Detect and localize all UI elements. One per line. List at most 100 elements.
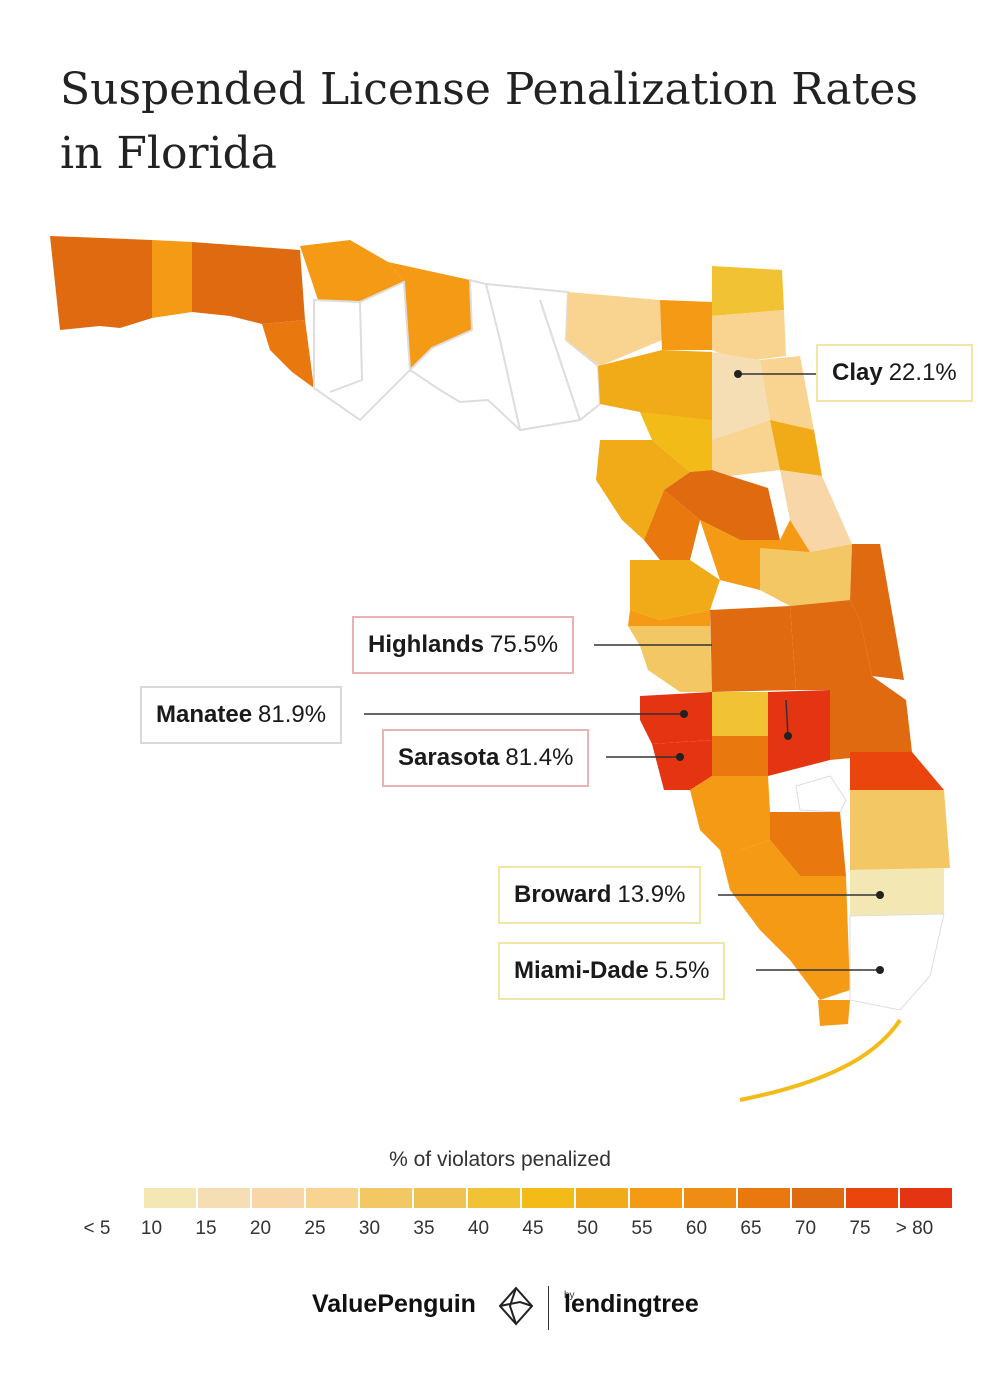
legend-tick-label: 65 — [740, 1218, 762, 1239]
county-bay — [262, 320, 314, 388]
legend-tick-label: 25 — [304, 1218, 326, 1239]
legend-swatch — [900, 1188, 952, 1208]
legend-tick-label: 45 — [522, 1218, 544, 1239]
legend-swatch — [414, 1188, 466, 1208]
legend-tick-label: 50 — [576, 1218, 599, 1239]
brand-separator — [548, 1286, 549, 1330]
legend-tick-label: 10 — [140, 1218, 163, 1239]
legend-swatch — [792, 1188, 844, 1208]
callout-value: 81.9% — [258, 701, 327, 728]
county-pinellas-hillsborough — [628, 626, 712, 692]
county-seminole — [760, 544, 852, 606]
legend-swatch — [468, 1188, 520, 1208]
callout-value: 5.5% — [654, 957, 710, 984]
county-gilchrist-levy — [596, 440, 690, 540]
county-charlotte-lee — [690, 776, 770, 850]
brand-valuepenguin: ValuePenguin — [312, 1290, 476, 1318]
callout-county: Manatee — [156, 701, 253, 728]
county-brevard — [850, 544, 904, 680]
callout-leaders — [364, 370, 884, 974]
callout-county: Miami-Dade — [514, 957, 649, 984]
county-duval — [712, 310, 786, 362]
county-alachua — [640, 412, 712, 472]
county-lake — [700, 520, 810, 590]
county-baker — [660, 300, 712, 350]
legend-tick-label: < 5 — [83, 1218, 111, 1239]
brand-lendingtree: lendingtree — [564, 1290, 699, 1318]
legend-swatch — [846, 1188, 898, 1208]
callout-county: Sarasota — [398, 744, 500, 771]
legend-tick-label: 30 — [358, 1218, 381, 1239]
callout-manatee: Manatee 81.9% — [140, 686, 343, 744]
county-osceola — [790, 600, 872, 690]
legend-tick-label: 55 — [631, 1218, 653, 1239]
county-okaloosa — [192, 242, 305, 324]
map-title: Suspended License Penalization Rates in … — [60, 64, 918, 179]
florida-county-map — [50, 236, 950, 1102]
county-highlands — [768, 690, 830, 776]
callout-value: 81.4% — [505, 744, 574, 771]
legend-swatch — [252, 1188, 304, 1208]
legend-tick-label: 60 — [685, 1218, 708, 1239]
callout-value: 75.5% — [490, 631, 559, 658]
callout-highlands: Highlands 75.5% — [352, 616, 575, 674]
legend-swatch — [630, 1188, 682, 1208]
county-columbia-north — [566, 292, 662, 366]
legend-color-scale — [90, 1188, 954, 1208]
callout-county: Highlands — [368, 631, 485, 658]
callout-value: 22.1% — [888, 359, 957, 386]
county-desoto — [712, 736, 768, 776]
legend-swatch — [522, 1188, 574, 1208]
legend-tick-label: 40 — [467, 1218, 490, 1239]
county-flagler — [770, 420, 822, 476]
legend-swatch — [90, 1188, 142, 1208]
legend-title: % of violators penalized — [389, 1148, 611, 1171]
county-palm-beach — [850, 790, 950, 870]
legend-swatch — [738, 1188, 790, 1208]
callout-county: Clay — [832, 359, 883, 386]
county-nassau — [712, 266, 784, 316]
callout-clay: Clay 22.1% — [816, 344, 973, 402]
county-putnam — [712, 420, 780, 476]
county-okeechobee — [830, 676, 912, 760]
legend-swatch — [144, 1188, 196, 1208]
legend-swatch — [360, 1188, 412, 1208]
legend-swatch — [576, 1188, 628, 1208]
county-citrus — [644, 490, 700, 560]
county-sumter-hernando — [630, 560, 720, 620]
county-st-lucie-martin — [850, 752, 944, 790]
county-hendry — [770, 812, 846, 876]
legend-tick-label: 75 — [849, 1218, 871, 1239]
callout-value: 13.9% — [617, 881, 686, 908]
county-glades-hole — [795, 775, 847, 813]
county-santa-rosa — [152, 240, 192, 318]
legend-ticks: < 5 10 15 20 25 30 35 40 45 50 55 60 65 70 75 > 80 — [64, 1218, 964, 1242]
county-pasco — [628, 610, 710, 626]
county-broward — [850, 868, 944, 916]
legend-tick-label: 35 — [413, 1218, 435, 1239]
valuepenguin-logo-icon — [498, 1286, 534, 1326]
florida-keys — [739, 1018, 902, 1102]
callout-broward: Broward 13.9% — [498, 866, 702, 924]
county-sarasota — [652, 740, 712, 790]
legend-tick-label: 70 — [794, 1218, 817, 1239]
county-jackson — [300, 240, 404, 302]
legend-tick-label: 20 — [249, 1218, 272, 1239]
county-polk — [710, 606, 796, 692]
legend-swatch — [684, 1188, 736, 1208]
county-collier — [720, 840, 850, 1000]
county-hardee — [712, 692, 768, 736]
county-marion — [664, 470, 780, 540]
county-escambia — [50, 236, 152, 330]
county-monroe-mainland — [818, 1000, 850, 1026]
callout-sarasota: Sarasota 81.4% — [382, 729, 590, 787]
legend-swatch — [306, 1188, 358, 1208]
callout-county: Broward — [514, 881, 612, 908]
county-miami-dade — [849, 913, 945, 1011]
county-manatee — [640, 692, 712, 744]
legend-swatch — [198, 1188, 250, 1208]
callout-miami-dade: Miami-Dade 5.5% — [498, 942, 726, 1000]
brand-by: by — [564, 1290, 575, 1301]
legend-tick-label: 15 — [195, 1218, 217, 1239]
county-volusia — [780, 470, 852, 552]
